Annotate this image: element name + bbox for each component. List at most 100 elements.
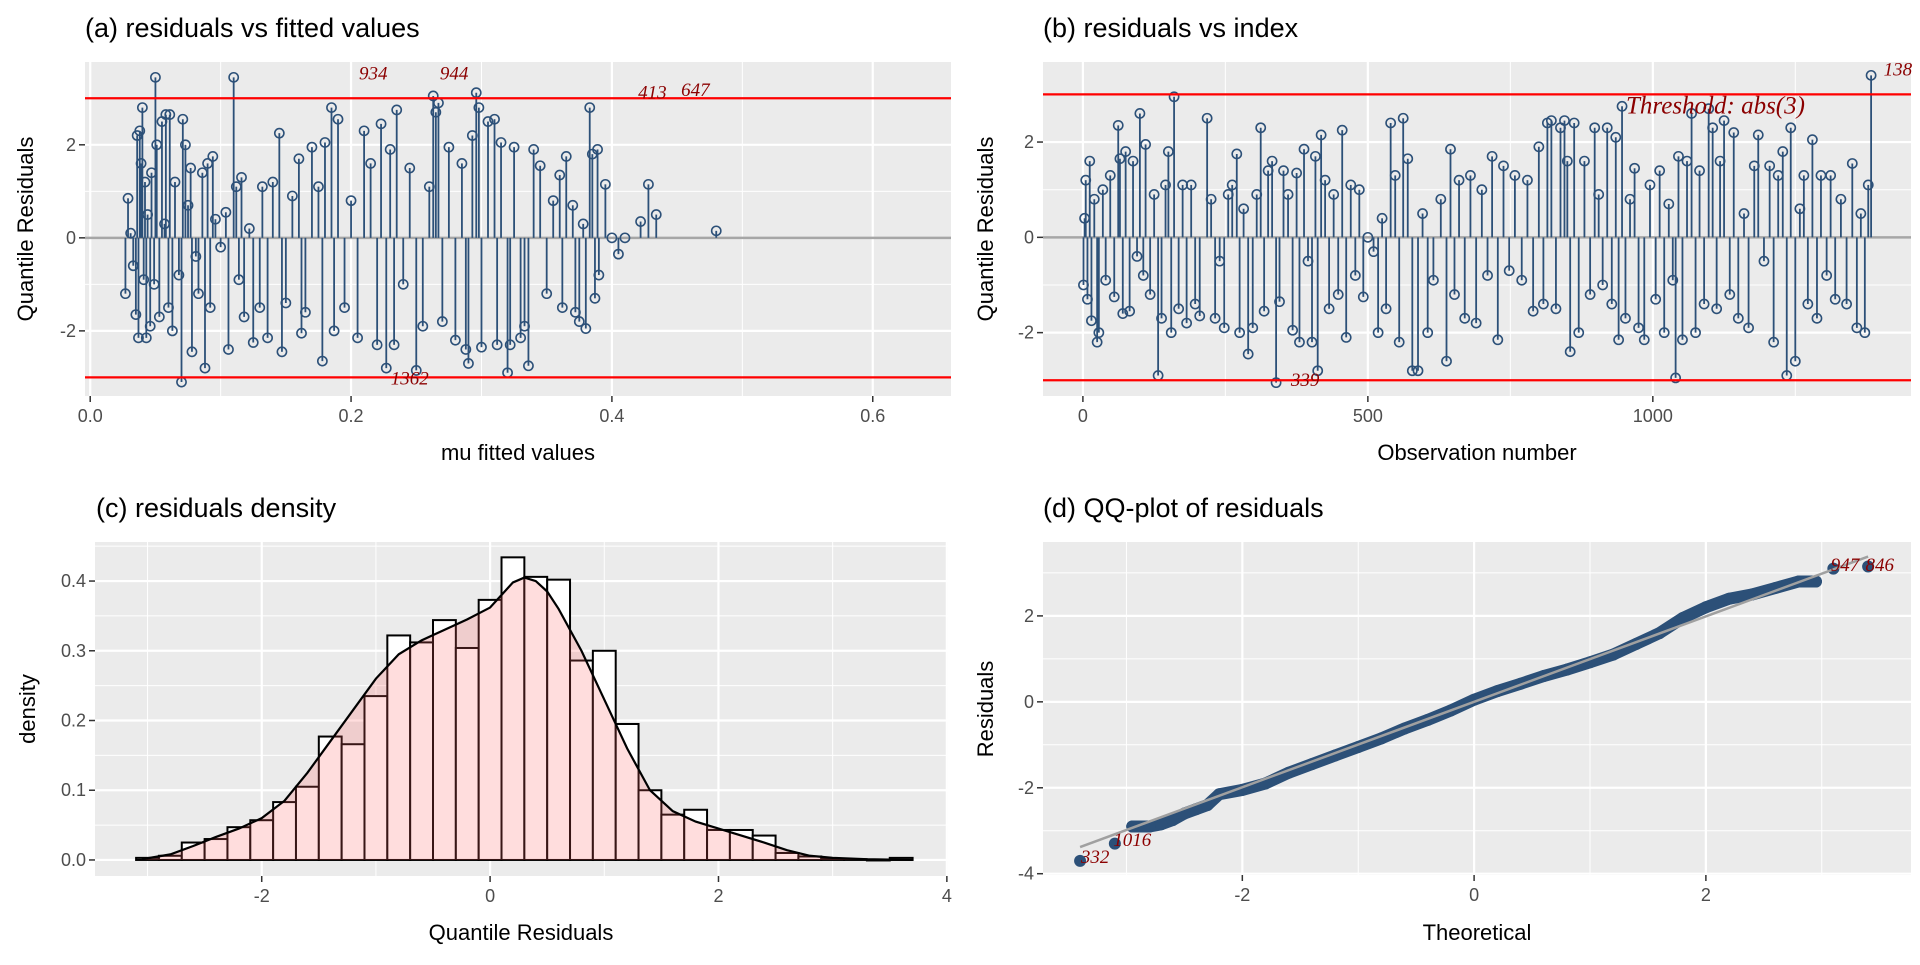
y-tick-label: 2 — [1024, 606, 1034, 626]
residual-point — [223, 344, 234, 355]
residual-point — [1294, 336, 1305, 348]
residual-point — [166, 325, 178, 337]
qq-point — [1809, 575, 1822, 588]
residual-point — [122, 192, 134, 204]
residual-point — [1752, 129, 1764, 141]
residual-point — [1078, 279, 1089, 291]
residual-point — [560, 151, 572, 162]
residual-point — [1841, 298, 1852, 310]
residual-point — [146, 167, 157, 179]
residual-point — [273, 127, 285, 139]
panel-c-ylabel: density — [15, 674, 40, 744]
residual-point — [391, 104, 403, 116]
panel-d-title: (d) QQ-plot of residuals — [1043, 493, 1324, 523]
residual-point — [1777, 146, 1789, 157]
outlier-label: 934 — [359, 64, 388, 85]
residual-point — [1559, 115, 1570, 127]
residual-point — [1270, 377, 1282, 389]
residual-point — [1104, 169, 1116, 181]
residual-point — [1185, 179, 1197, 191]
residual-point — [1100, 274, 1112, 286]
residual-point — [449, 334, 461, 346]
y-tick-label: 0.3 — [61, 641, 86, 661]
residual-point — [300, 306, 311, 318]
residual-point — [606, 232, 618, 244]
residual-point — [1453, 174, 1465, 186]
qq-point — [1862, 560, 1875, 573]
qq-point — [1155, 818, 1168, 831]
outlier-label: 1362 — [391, 368, 430, 389]
residual-point — [339, 302, 350, 314]
residual-point — [1732, 312, 1744, 324]
residual-point — [1711, 303, 1723, 315]
residual-point — [1743, 322, 1754, 334]
residual-point — [1522, 174, 1533, 186]
residual-point — [423, 181, 435, 193]
residual-point — [1707, 122, 1719, 134]
x-tick-label: 0 — [485, 886, 495, 906]
residual-point — [1080, 174, 1092, 186]
residual-point — [1112, 119, 1124, 131]
residual-point — [365, 158, 377, 169]
x-tick-label: 500 — [1353, 406, 1383, 426]
qq-point — [1166, 814, 1179, 827]
residual-point — [313, 181, 324, 193]
residual-point — [1397, 112, 1409, 124]
residual-point — [1238, 203, 1250, 215]
residual-point — [1758, 255, 1770, 267]
residual-point — [1650, 293, 1662, 305]
residual-point — [153, 311, 165, 323]
y-tick-label: 2 — [1024, 132, 1034, 152]
y-tick-label: 2 — [66, 135, 76, 155]
residual-point — [473, 102, 485, 113]
residual-point — [371, 339, 383, 351]
residual-point — [326, 102, 337, 113]
residual-point — [404, 162, 416, 174]
outlier-label: 332 — [1080, 847, 1110, 868]
residual-point — [1278, 165, 1289, 177]
residual-point — [1686, 108, 1697, 119]
residual-point — [1785, 122, 1797, 134]
residual-point — [1620, 312, 1631, 324]
residual-point — [1564, 346, 1576, 358]
residual-point — [1353, 184, 1365, 196]
x-tick-label: 2 — [1701, 885, 1711, 905]
outlier-label: 846 — [1865, 555, 1894, 576]
residual-point — [1385, 117, 1397, 129]
residual-point — [1811, 312, 1823, 324]
residual-point — [573, 316, 585, 327]
residual-point — [185, 162, 197, 174]
residual-point — [593, 269, 605, 281]
panel-b-xlabel: Observation number — [1377, 440, 1576, 465]
residual-point — [1428, 274, 1439, 286]
residual-point — [182, 199, 194, 211]
residual-point — [556, 302, 568, 314]
residual-point — [1412, 365, 1424, 377]
panel-d-ylabel: Residuals — [973, 661, 998, 758]
x-tick-label: 0.4 — [599, 406, 624, 426]
residual-point — [1644, 179, 1656, 191]
panel-c: -2 0 2 4 0.0 0.1 0.2 0.3 0.4 — [61, 542, 952, 906]
residual-point — [1633, 322, 1644, 334]
residual-point — [134, 125, 146, 137]
residual-point — [1336, 124, 1348, 136]
residual-point — [443, 141, 455, 153]
residual-point — [236, 171, 247, 183]
residual-point — [1117, 308, 1129, 319]
residual-point — [1274, 296, 1285, 308]
residual-point — [589, 292, 601, 304]
residual-point — [1251, 189, 1263, 200]
residual-point — [1789, 355, 1801, 367]
residual-point — [1677, 334, 1688, 346]
residual-point — [489, 113, 500, 125]
residual-point — [643, 178, 654, 190]
residual-point — [1694, 165, 1705, 177]
residual-point — [1084, 155, 1096, 167]
residual-point — [1218, 322, 1230, 334]
panel-a-xlabel: mu fitted values — [441, 440, 595, 465]
residual-point — [130, 309, 142, 320]
qq-point — [1074, 854, 1087, 867]
y-tick-label: 0 — [66, 228, 76, 248]
residual-point — [199, 362, 211, 374]
